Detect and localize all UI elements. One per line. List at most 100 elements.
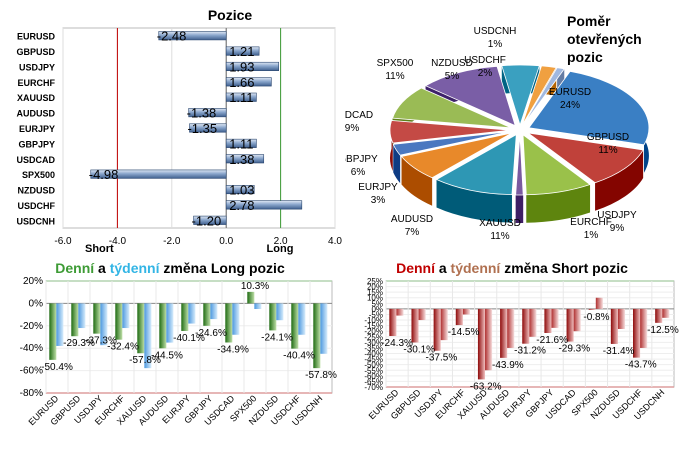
pie-slice-name: USDCNH	[474, 26, 517, 37]
pie-slice	[522, 133, 591, 196]
pie-slice-name: EURUSD	[549, 87, 591, 98]
change-bar	[137, 303, 145, 354]
value-label: -4.98	[89, 167, 119, 182]
data-label: -43.7%	[625, 360, 657, 371]
change-bar	[320, 303, 328, 354]
data-label: -12.5%	[647, 325, 679, 336]
change-bar	[595, 297, 603, 309]
change-bar	[433, 308, 441, 351]
change-bar	[389, 308, 397, 337]
y-tick-label: -50%	[364, 361, 383, 370]
category-label: EURJPY	[19, 124, 55, 134]
pie-slice-side	[436, 179, 512, 223]
change-bar	[455, 308, 463, 326]
change-bar	[291, 303, 299, 349]
x-tick-label: -4.0	[109, 236, 127, 247]
pie-slice-percent: 11%	[490, 231, 509, 242]
pie-slice-name: EURCHF	[570, 217, 612, 228]
pie-slice	[515, 134, 524, 196]
data-label: -63.2%	[470, 381, 502, 392]
pie-slice	[391, 87, 512, 129]
short-annotation: Short	[85, 243, 114, 255]
change-bar	[640, 308, 648, 348]
position-bar	[225, 200, 303, 210]
positions-chart-title: Pozice	[208, 7, 253, 23]
data-label: -14.5%	[448, 327, 480, 338]
data-label: -37.3%	[85, 336, 117, 347]
pie-slice	[389, 120, 511, 144]
y-tick-label: 10%	[367, 294, 383, 303]
data-label: -24.3%	[381, 338, 413, 349]
category-label: AUDUSD	[16, 109, 55, 119]
open-positions-pie: Poměr otevřených pozic EURUSD 24% GBPUSD 11…	[345, 0, 680, 250]
y-tick-label: -40%	[20, 343, 43, 354]
category-label: SPX500	[22, 170, 55, 180]
position-bar	[188, 108, 227, 118]
change-bar	[49, 303, 57, 360]
pie-slice-name: AUDUSD	[391, 214, 433, 225]
pie-slice-name: SPX500	[377, 58, 414, 69]
change-bar	[610, 308, 618, 344]
category-label: USDJPY	[19, 62, 55, 72]
short-chart-title: Denní a týdenní změna Short pozic	[396, 260, 628, 276]
position-bar	[158, 31, 227, 41]
data-label: -24.1%	[261, 332, 293, 343]
position-bar	[225, 185, 255, 195]
change-bar	[440, 308, 448, 341]
pie-title-line-1: Poměr	[567, 13, 611, 29]
pie-slice-name: GBPJPY	[345, 154, 378, 165]
change-bar	[566, 308, 574, 342]
pie-slice-side	[401, 156, 433, 206]
value-label: -1.20	[192, 213, 222, 228]
change-bar	[313, 303, 321, 369]
data-label: -24.6%	[195, 328, 227, 339]
change-bar	[210, 303, 218, 320]
change-bar	[166, 303, 174, 343]
pie-slice	[528, 70, 650, 146]
pie-slice-side	[393, 144, 401, 184]
short-change-chart: Denní a týdenní změna Short pozic 25% 20%…	[340, 255, 680, 455]
change-bar	[655, 308, 663, 323]
category-label: USDCHF	[18, 201, 56, 211]
change-bar	[298, 303, 306, 335]
short-title-rest: změna Short pozic	[500, 260, 628, 276]
y-tick-label: -10%	[364, 316, 383, 325]
y-tick-label: -15%	[364, 322, 383, 331]
data-label: -31.4%	[603, 346, 635, 357]
change-bar	[56, 303, 64, 346]
x-tick-label: 0.0	[219, 236, 233, 247]
position-bar	[189, 123, 227, 133]
y-tick-label: -30%	[364, 338, 383, 347]
data-label: -30.1%	[403, 344, 435, 355]
y-tick-label: -35%	[364, 344, 383, 353]
pie-slice-percent: 1%	[584, 230, 599, 241]
pie-slice-percent: 3%	[371, 195, 386, 206]
change-bar	[203, 303, 211, 326]
y-tick-label: 0%	[29, 298, 44, 309]
change-bar	[662, 308, 670, 318]
long-annotation: Long	[267, 243, 294, 255]
pie-slice	[501, 64, 540, 127]
long-chart-title: Denní a týdenní změna Long pozic	[55, 260, 285, 276]
data-label: -37.5%	[426, 353, 458, 364]
y-tick-label: 15%	[367, 288, 383, 297]
change-bar	[477, 308, 486, 380]
change-bar	[500, 308, 508, 358]
pie-slice-percent: 24%	[560, 100, 580, 111]
x-tick-label: 2.0	[274, 236, 288, 247]
data-label: -43.9%	[492, 360, 524, 371]
pie-slice-name: XAUUSD	[479, 218, 521, 229]
y-tick-label: 5%	[371, 299, 383, 308]
y-tick-label: -65%	[364, 377, 383, 386]
category-label: USDCAD	[16, 155, 55, 165]
data-label: -57.8%	[129, 355, 161, 366]
change-bar	[462, 308, 470, 315]
position-bar	[225, 77, 272, 87]
y-tick-label: -55%	[364, 366, 383, 375]
short-title-and: a	[435, 260, 451, 276]
y-tick-label: -20%	[20, 321, 43, 332]
data-label: -0.8%	[583, 312, 609, 323]
pie-slice-percent: 9%	[610, 223, 625, 234]
position-bar	[225, 138, 257, 148]
position-bar	[225, 92, 257, 102]
